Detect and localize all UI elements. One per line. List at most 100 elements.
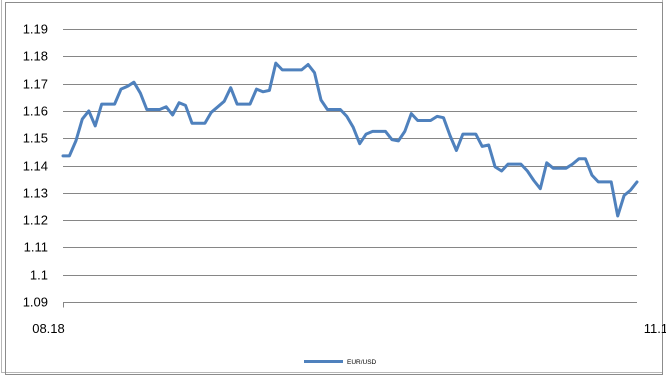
gridlines xyxy=(63,29,637,276)
data-point xyxy=(120,88,123,91)
data-point xyxy=(429,119,432,122)
data-point xyxy=(320,99,323,102)
data-point xyxy=(261,90,264,93)
data-point xyxy=(519,163,522,166)
data-point xyxy=(629,189,632,192)
data-point xyxy=(584,157,587,160)
data-point xyxy=(236,103,239,106)
data-point xyxy=(249,103,252,106)
data-point xyxy=(287,68,290,71)
data-point xyxy=(158,108,161,111)
y-tick-label: 1.14 xyxy=(23,159,48,174)
data-point xyxy=(378,130,381,133)
data-point xyxy=(210,111,213,114)
data-point xyxy=(532,179,535,182)
data-point xyxy=(416,119,419,122)
data-point xyxy=(268,89,271,92)
data-point xyxy=(300,68,303,71)
data-point xyxy=(384,130,387,133)
data-point xyxy=(494,165,497,168)
data-point xyxy=(365,133,368,136)
data-point xyxy=(345,115,348,118)
y-tick-label: 1.13 xyxy=(23,186,48,201)
data-point xyxy=(203,122,206,125)
data-point xyxy=(165,105,168,108)
y-tick-label: 1.15 xyxy=(23,131,48,146)
data-point xyxy=(191,122,194,125)
data-point xyxy=(397,139,400,142)
data-point xyxy=(636,180,639,183)
data-point xyxy=(352,126,355,129)
data-point xyxy=(571,163,574,166)
data-point xyxy=(390,138,393,141)
data-point xyxy=(449,134,452,137)
axes xyxy=(63,302,637,308)
data-point xyxy=(87,109,90,112)
x-tick-label: 11.12 xyxy=(644,321,666,336)
data-point xyxy=(152,108,155,111)
y-tick-label: 1.19 xyxy=(23,22,48,37)
data-point xyxy=(326,108,329,111)
data-point xyxy=(126,85,129,88)
data-point xyxy=(474,133,477,136)
data-point xyxy=(616,215,619,218)
data-point xyxy=(597,180,600,183)
data-point xyxy=(94,124,97,127)
data-point xyxy=(307,63,310,66)
y-tick-label: 1.18 xyxy=(23,49,48,64)
y-tick-label: 1.16 xyxy=(23,104,48,119)
data-point xyxy=(468,133,471,136)
data-point xyxy=(590,174,593,177)
y-tick-label: 1.12 xyxy=(23,213,48,228)
data-point xyxy=(623,194,626,197)
data-point xyxy=(223,100,226,103)
data-point xyxy=(74,139,77,142)
data-point xyxy=(229,86,232,89)
data-point xyxy=(358,142,361,145)
data-point xyxy=(371,130,374,133)
data-point xyxy=(507,163,510,166)
y-tick-label: 1.11 xyxy=(24,240,48,255)
data-point xyxy=(178,101,181,104)
data-point xyxy=(552,167,555,170)
data-point xyxy=(313,71,316,74)
data-point xyxy=(423,119,426,122)
data-point xyxy=(403,130,406,133)
x-tick-labels: 08.18 11.12 xyxy=(32,321,666,336)
data-point xyxy=(610,180,613,183)
data-point xyxy=(539,187,542,190)
y-tick-label: 1.09 xyxy=(23,295,48,310)
legend: EUR/USD xyxy=(304,359,377,366)
data-point xyxy=(545,161,548,164)
data-point xyxy=(62,154,65,157)
data-point xyxy=(461,133,464,136)
data-point xyxy=(100,103,103,106)
data-point xyxy=(500,170,503,173)
data-point xyxy=(565,167,568,170)
data-point xyxy=(603,180,606,183)
legend-label: EUR/USD xyxy=(347,359,377,366)
data-point xyxy=(113,103,116,106)
data-point xyxy=(216,105,219,108)
data-point xyxy=(481,145,484,148)
data-point xyxy=(487,144,490,147)
data-point xyxy=(107,103,110,106)
data-point xyxy=(410,112,413,115)
data-point xyxy=(139,92,142,95)
data-point xyxy=(184,104,187,107)
y-tick-label: 1.17 xyxy=(23,77,48,92)
data-point xyxy=(197,122,200,125)
data-point xyxy=(526,170,529,173)
data-point xyxy=(171,114,174,117)
data-point xyxy=(436,115,439,118)
data-point xyxy=(255,88,258,91)
series-line-eur-usd xyxy=(61,61,639,218)
data-point xyxy=(68,154,71,157)
data-point xyxy=(81,118,84,121)
y-tick-label: 1.1 xyxy=(30,268,48,283)
y-tick-labels: 1.19 1.18 1.17 1.16 1.15 1.14 1.13 1.12 1.11 1.1 1… xyxy=(23,22,48,310)
data-point xyxy=(242,103,245,106)
series-layer xyxy=(61,61,639,218)
data-point xyxy=(145,108,148,111)
